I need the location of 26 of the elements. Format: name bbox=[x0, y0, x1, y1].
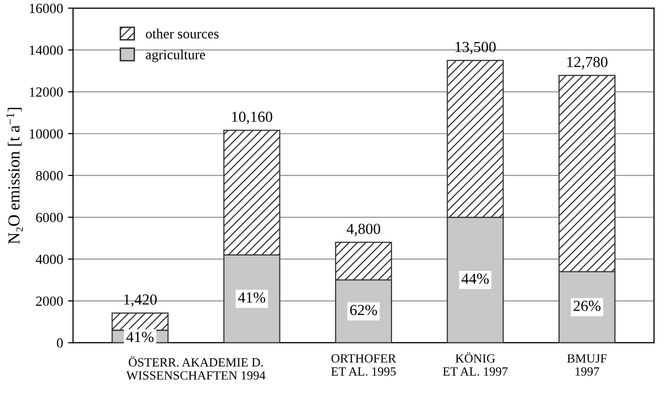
total-label: 10,160 bbox=[232, 112, 272, 124]
annotation: 41% bbox=[126, 332, 154, 342]
y-tick-label: 6000 bbox=[36, 212, 63, 222]
y-tick-label: 4000 bbox=[36, 254, 63, 264]
y-tick-label: 14000 bbox=[30, 46, 63, 55]
total-label: 4,800 bbox=[346, 224, 380, 236]
y-tick-label: 2000 bbox=[36, 296, 63, 306]
y-tick-label: 16000 bbox=[30, 4, 63, 14]
annotation: 62% bbox=[350, 304, 378, 316]
annotation: 44% bbox=[462, 274, 489, 284]
y-tick-label: 8000 bbox=[36, 171, 63, 180]
y-tick-label: 0 bbox=[56, 338, 63, 348]
x-tick-label: KÖNIG ET AL. 1997 bbox=[442, 352, 508, 376]
x-tick-label: BMUJF 1997 bbox=[567, 354, 607, 376]
y-tick-label: 12000 bbox=[30, 87, 63, 97]
x-tick-label: ORTHOFER ET AL. 1995 bbox=[331, 354, 396, 376]
y-axis-title: N₂O emission [t a$^{−1}$] bbox=[6, 108, 23, 244]
legend-label: agriculture bbox=[146, 50, 206, 62]
annotation: 41% bbox=[238, 292, 266, 303]
legend-label: other sources bbox=[146, 28, 219, 38]
text: ÖSTERR. AKADEMIE D. WISSENSCHAFTEN 1994 bbox=[126, 356, 266, 380]
total-label: 1,420 bbox=[124, 294, 157, 307]
total-label: 12,780 bbox=[567, 56, 608, 70]
y-tick-label: 10000 bbox=[30, 129, 63, 139]
total-label: 13,500 bbox=[456, 42, 496, 54]
annotation: 26% bbox=[574, 300, 600, 312]
